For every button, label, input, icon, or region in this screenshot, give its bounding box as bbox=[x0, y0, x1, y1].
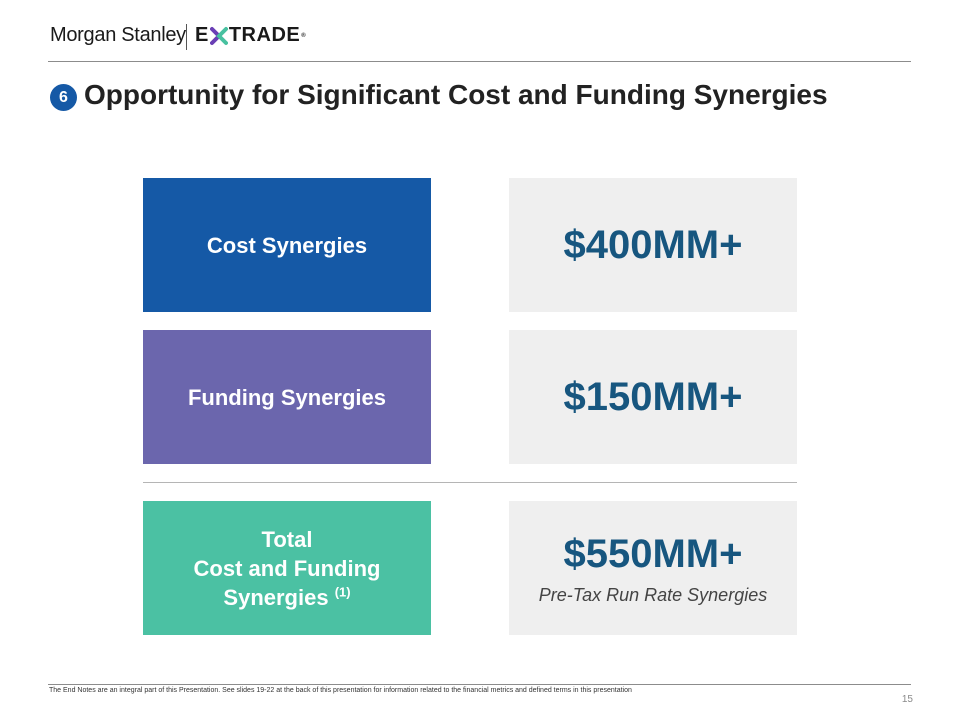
trademark-symbol: ® bbox=[301, 32, 307, 39]
cost-synergies-label-text: Cost Synergies bbox=[206, 232, 368, 258]
total-label-line3: Synergies bbox=[223, 584, 329, 610]
total-synergies-value: $550MM+ bbox=[563, 531, 743, 576]
funding-synergies-value-box: $150MM+ bbox=[509, 330, 797, 464]
etrade-logo: E TRADE ® bbox=[195, 24, 306, 47]
total-synergies-value-box: $550MM+ Pre-Tax Run Rate Synergies bbox=[509, 501, 797, 635]
etrade-star-icon bbox=[209, 26, 228, 46]
total-synergies-caption: Pre-Tax Run Rate Synergies bbox=[538, 584, 768, 605]
total-footnote-ref: (1) bbox=[334, 584, 351, 600]
funding-synergies-label: Funding Synergies bbox=[143, 330, 431, 464]
logo-divider bbox=[186, 24, 187, 50]
cost-synergies-label: Cost Synergies bbox=[143, 178, 431, 312]
funding-synergies-value: $150MM+ bbox=[563, 375, 743, 419]
etrade-logo-trade: TRADE bbox=[228, 24, 301, 46]
cost-synergies-value: $400MM+ bbox=[563, 223, 743, 267]
morgan-stanley-logo: Morgan Stanley bbox=[50, 24, 186, 46]
total-label-line1: Total bbox=[261, 526, 313, 552]
etrade-logo-e: E bbox=[195, 24, 209, 46]
total-synergies-label: Total Cost and Funding Synergies (1) bbox=[143, 501, 431, 635]
page-number: 15 bbox=[901, 694, 913, 705]
section-number-badge: 6 bbox=[50, 84, 77, 111]
footer-end-notes: The End Notes are an integral part of th… bbox=[49, 687, 632, 694]
slide-title: Opportunity for Significant Cost and Fun… bbox=[84, 79, 828, 110]
cost-synergies-value-box: $400MM+ bbox=[509, 178, 797, 312]
total-separator-rule bbox=[143, 482, 797, 483]
total-label-line2: Cost and Funding bbox=[193, 555, 381, 581]
footer-rule bbox=[48, 684, 911, 685]
funding-synergies-label-text: Funding Synergies bbox=[187, 384, 387, 410]
header-rule bbox=[48, 61, 911, 62]
